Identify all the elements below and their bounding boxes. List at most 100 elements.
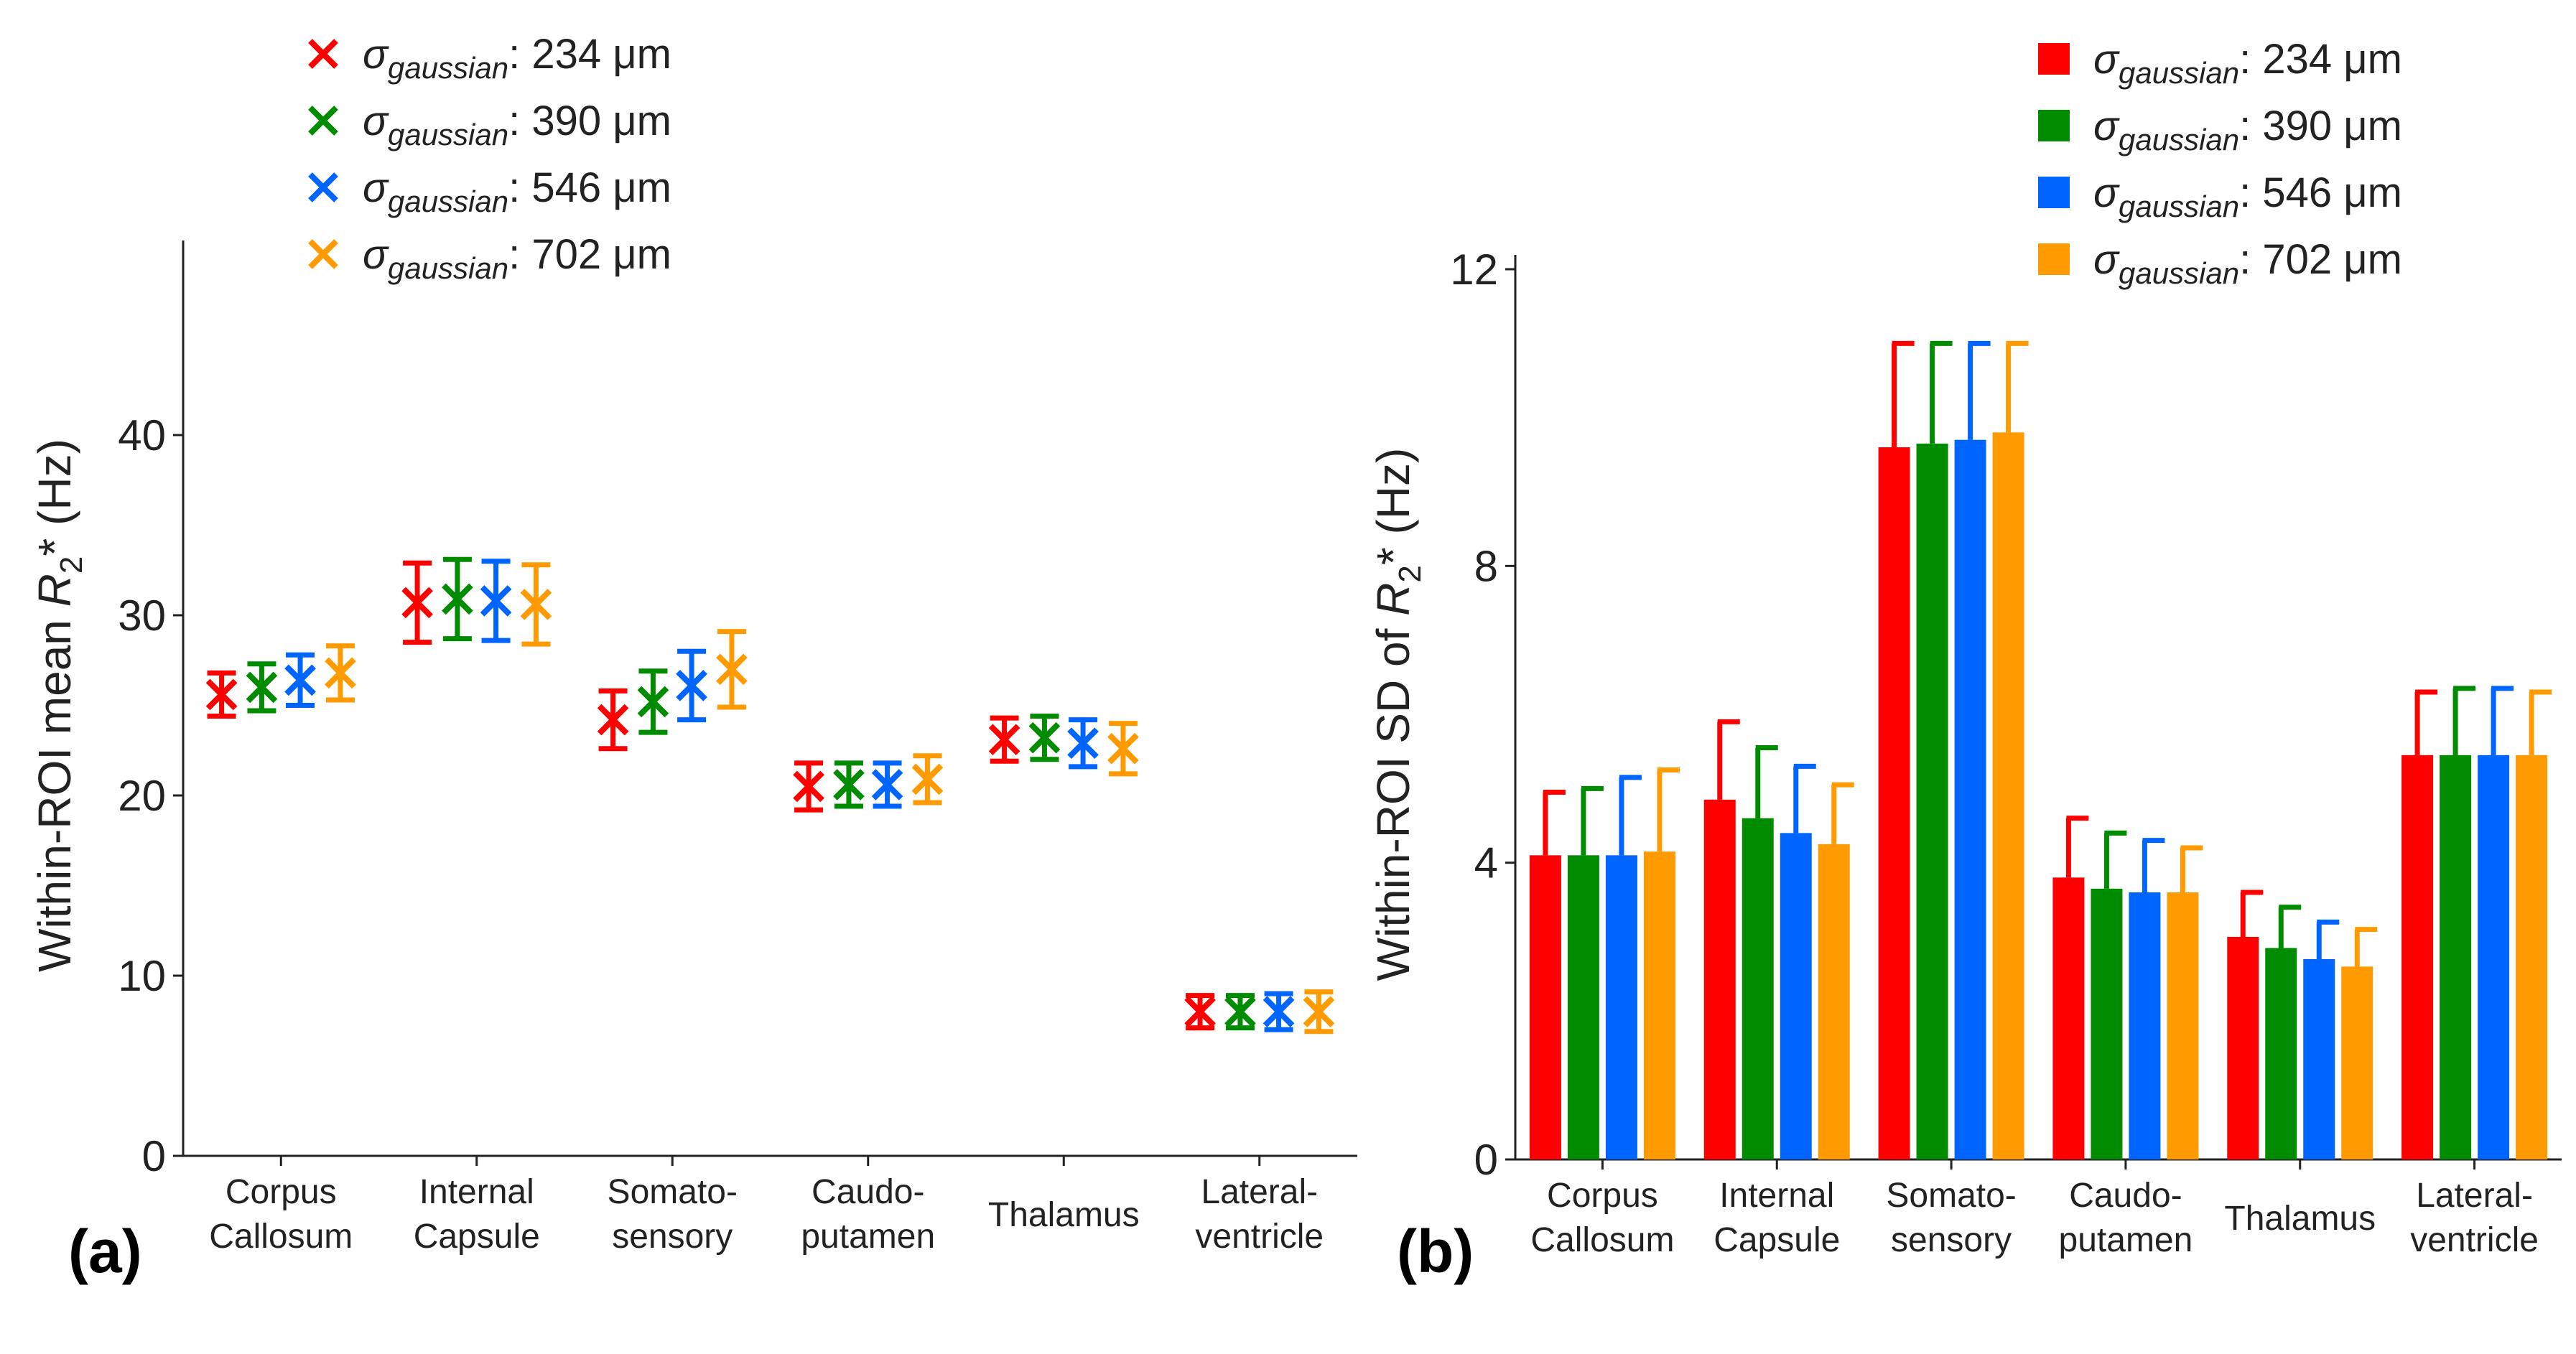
data-point bbox=[401, 560, 433, 645]
y-axis-title: Within-ROI SD of R2* (Hz) bbox=[1367, 448, 1428, 981]
legend-entry: σgaussian: 546 μm bbox=[308, 164, 671, 218]
bar bbox=[2167, 892, 2199, 1159]
x-category-line: Lateral- bbox=[2416, 1177, 2533, 1215]
legend-value: : 702 μm bbox=[2239, 236, 2402, 283]
legend-sub: gaussian bbox=[2119, 256, 2239, 290]
legend-value: : 546 μm bbox=[508, 164, 671, 211]
x-marker bbox=[911, 763, 944, 795]
legend-label: σgaussian: 546 μm bbox=[363, 164, 671, 218]
x-category-line: sensory bbox=[612, 1218, 733, 1256]
data-point bbox=[1263, 991, 1295, 1032]
x-category-line: Corpus bbox=[1547, 1177, 1658, 1215]
legend-sigma: σ bbox=[363, 231, 389, 278]
x-category-line: Lateral- bbox=[1201, 1173, 1318, 1211]
legend-swatch bbox=[2038, 177, 2070, 208]
bar-group-item bbox=[2265, 905, 2302, 1159]
legend-label: σgaussian: 546 μm bbox=[2093, 169, 2402, 223]
y-tick-label: 30 bbox=[118, 592, 166, 640]
x-marker bbox=[401, 587, 433, 619]
bar bbox=[2440, 755, 2472, 1159]
x-category-label: Corpus Callosum bbox=[1530, 1177, 1674, 1259]
legend-sub: gaussian bbox=[388, 118, 508, 151]
data-point bbox=[1303, 989, 1335, 1035]
chart-b: 0 4 8 12 Within-ROI SD of R2* (Hz) Corpus Call… bbox=[1367, 36, 2562, 1259]
x-category-line: sensory bbox=[1891, 1221, 2012, 1259]
legend-marker-x bbox=[308, 239, 338, 269]
x-category-line: Internal bbox=[1719, 1177, 1834, 1215]
legend-sub: gaussian bbox=[388, 251, 508, 285]
bar-group-item bbox=[2341, 927, 2378, 1159]
bar-group-item bbox=[2129, 838, 2165, 1159]
data-point bbox=[1067, 717, 1099, 770]
y-tick-label: 10 bbox=[118, 952, 166, 1000]
legend-sub: gaussian bbox=[388, 51, 508, 85]
y-tick-label: 0 bbox=[1474, 1136, 1498, 1184]
bar-group-item bbox=[1780, 763, 1816, 1159]
data-point bbox=[871, 760, 903, 809]
bar bbox=[2091, 888, 2123, 1159]
legend-sigma: σ bbox=[2093, 236, 2120, 283]
y-tick-label: 4 bbox=[1474, 839, 1498, 887]
legend-value: : 390 μm bbox=[2239, 103, 2402, 149]
x-marker bbox=[284, 664, 316, 696]
x-marker bbox=[480, 585, 512, 617]
legend-label: σgaussian: 234 μm bbox=[363, 31, 671, 85]
data-point bbox=[833, 760, 865, 809]
x-marker bbox=[246, 671, 278, 704]
x-category-label: Caudo-putamen bbox=[2059, 1177, 2193, 1259]
data-point bbox=[676, 648, 707, 723]
data-point bbox=[325, 643, 356, 703]
x-category-line: Capsule bbox=[1714, 1221, 1840, 1259]
data-point bbox=[988, 715, 1020, 764]
x-category-line: Caudo- bbox=[812, 1173, 924, 1211]
x-category-label: Corpus Callosum bbox=[209, 1173, 353, 1256]
panel-a: 0 10 20 30 40 Within-ROI mean R2* (Hz) Corpus C… bbox=[29, 31, 1357, 1285]
legend-label: σgaussian: 390 μm bbox=[2093, 103, 2402, 157]
y-axis-title-sub: 2 bbox=[1392, 565, 1428, 582]
bar bbox=[1567, 855, 1599, 1159]
bar bbox=[2401, 755, 2434, 1159]
bar-group-item bbox=[2052, 816, 2089, 1159]
bar bbox=[2265, 948, 2297, 1159]
x-category-line: Caudo- bbox=[2069, 1177, 2182, 1215]
x-category-line: Internal bbox=[419, 1173, 534, 1211]
data-point bbox=[205, 670, 238, 719]
bar bbox=[1605, 855, 1637, 1159]
y-tick-label: 8 bbox=[1474, 542, 1498, 590]
x-category-label: Lateral-ventricle bbox=[1195, 1173, 1324, 1256]
bar bbox=[2303, 959, 2335, 1159]
bar bbox=[2227, 937, 2259, 1159]
bar bbox=[2341, 966, 2373, 1159]
bar-group-item bbox=[1529, 790, 1566, 1159]
legend-value: : 234 μm bbox=[2239, 36, 2402, 83]
x-marker bbox=[833, 769, 865, 800]
legend-label: σgaussian: 390 μm bbox=[363, 98, 671, 151]
y-tick-label: 20 bbox=[118, 772, 166, 820]
y-axis-title-r: R bbox=[1367, 583, 1419, 616]
data-point bbox=[911, 753, 944, 806]
panel-b: 0 4 8 12 Within-ROI SD of R2* (Hz) Corpus Call… bbox=[1364, 0, 2576, 1354]
x-category-label: Internal Capsule bbox=[1714, 1177, 1840, 1259]
y-axis-title-post: * (Hz) bbox=[1367, 448, 1419, 566]
x-marker bbox=[442, 583, 473, 615]
data-point bbox=[284, 652, 316, 708]
panel-label-b: (b) bbox=[1397, 1218, 1474, 1285]
legend-sub: gaussian bbox=[2119, 123, 2239, 157]
x-category-label: Somato-sensory bbox=[1886, 1177, 2016, 1259]
legend-marker-x bbox=[308, 106, 338, 136]
bar-group-item bbox=[1916, 340, 1953, 1159]
data-point bbox=[1028, 714, 1061, 762]
legend-label: σgaussian: 702 μm bbox=[363, 231, 671, 285]
x-marker bbox=[325, 657, 356, 689]
x-marker bbox=[793, 770, 824, 803]
bar-group-item bbox=[1954, 340, 1991, 1159]
x-marker bbox=[1263, 996, 1295, 1028]
data-point bbox=[520, 562, 552, 647]
bar bbox=[1703, 799, 1736, 1159]
legend-label: σgaussian: 702 μm bbox=[2093, 236, 2402, 290]
y-axis-title-r: R bbox=[29, 574, 80, 607]
bar bbox=[1818, 844, 1850, 1159]
legend-sigma: σ bbox=[363, 98, 389, 144]
legend-entry: σgaussian: 546 μm bbox=[2038, 169, 2402, 223]
